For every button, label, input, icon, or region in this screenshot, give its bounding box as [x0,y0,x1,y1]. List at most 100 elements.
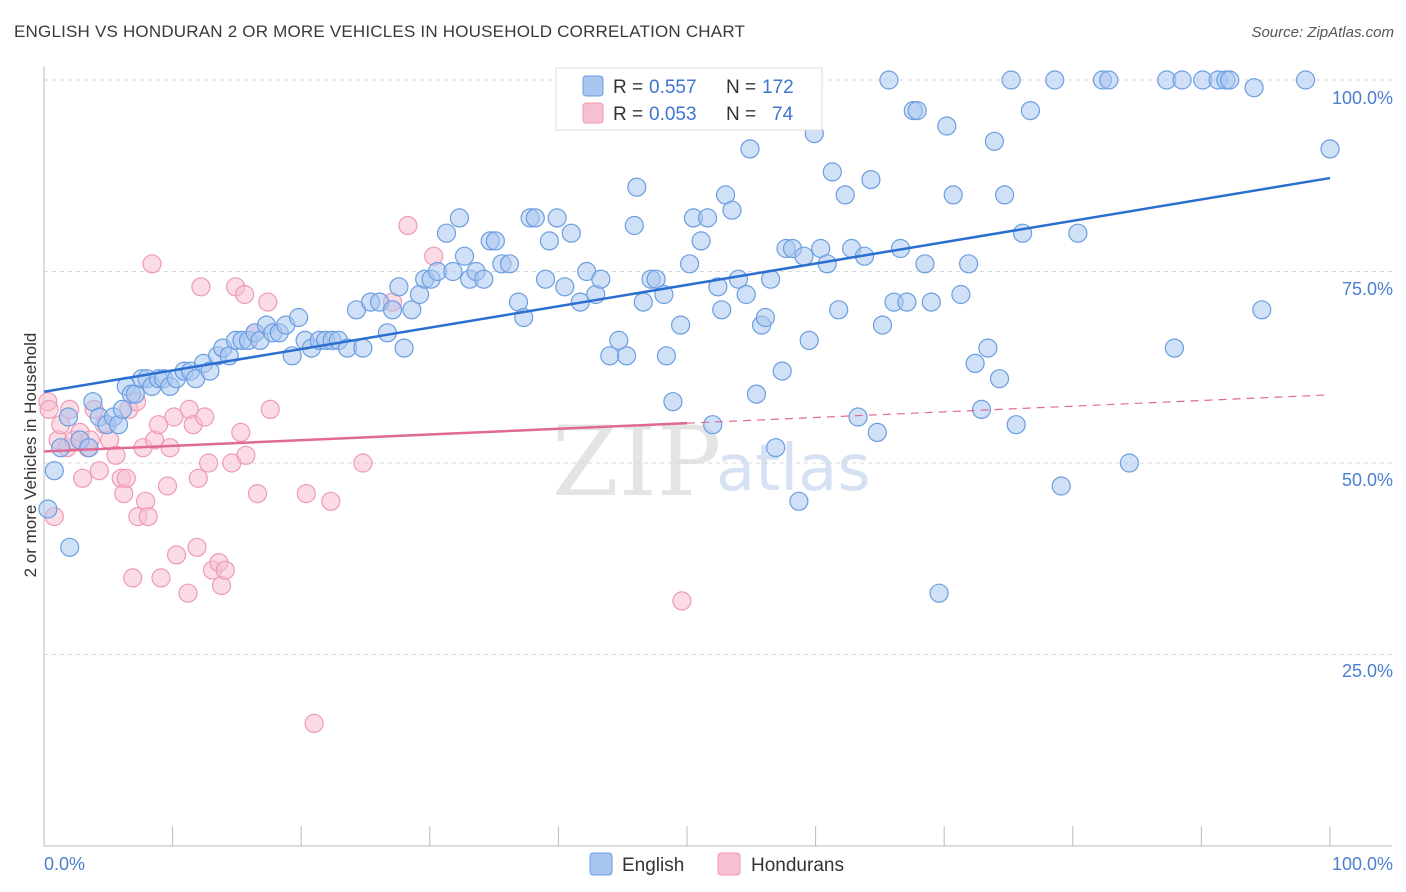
honduran-trend-line [43,421,688,453]
english-point [616,346,637,366]
english-point [835,185,855,205]
honduran-point [236,445,256,465]
english-point [38,499,58,519]
y-tick-label-25: 25.0% [1342,661,1393,681]
honduran-point [166,545,187,565]
honduran-point [191,277,211,297]
english-point [829,300,849,320]
honduran-point [123,568,143,588]
english-point [736,284,756,305]
honduran-point [116,468,136,488]
english-point [1020,100,1041,121]
honduran-n-label: N = [726,104,756,125]
english-point [1220,70,1240,90]
english-point [965,353,985,373]
english-point [60,537,80,557]
english-n-value: 172 [762,77,794,98]
english-point [861,170,881,190]
honduran-point [672,591,692,611]
english-point [1099,70,1119,90]
english-point [907,100,927,121]
english-swatch [582,75,604,97]
honduran-point [247,484,268,504]
honduran-point [142,254,162,274]
english-point [627,177,647,197]
honduran-point [138,506,158,527]
english-point [289,307,309,328]
english-point [691,231,711,251]
english-point [646,269,666,289]
english-point [746,384,767,404]
honduran-r-value: 0.053 [649,104,697,125]
english-point [772,361,792,381]
english-point [1051,476,1071,496]
series-english-points [38,70,1340,603]
english-point [58,407,79,427]
english-point [382,300,403,320]
english-point [989,369,1010,389]
english-point [663,392,683,412]
english-point [499,254,520,274]
english-point [1006,415,1026,435]
honduran-point [39,399,59,419]
source-label: Source: ZipAtlas.com [1251,24,1394,41]
english-point [879,70,899,90]
legend-hondurans-swatch [717,852,741,876]
english-point [547,208,567,228]
english-point [1045,70,1065,90]
english-point [1068,223,1088,243]
honduran-point [178,583,198,603]
legend-hondurans-label: Hondurans [751,855,844,876]
english-r-label: R = [613,77,643,98]
english-point [389,277,409,297]
legend-english-swatch [589,852,613,876]
english-point [436,223,457,243]
honduran-point [160,438,180,458]
honduran-point [304,713,324,734]
honduran-point [188,468,208,488]
y-tick-label-75: 75.0% [1342,279,1393,299]
y-tick-label-100: 100.0% [1332,88,1393,108]
english-point [794,246,814,266]
english-point [872,315,893,335]
english-point [454,246,475,266]
english-point [915,254,935,274]
english-point [1119,453,1140,473]
honduran-point [321,491,341,511]
english-point [609,330,629,350]
honduran-trend-extension [686,394,1331,424]
watermark-zip: ZIP [552,406,721,518]
honduran-point [215,560,235,580]
honduran-point [157,476,178,496]
english-point [449,208,469,228]
english-point [1164,338,1185,358]
honduran-point [353,453,373,473]
english-r-value: 0.557 [649,77,697,98]
english-point [679,254,700,274]
english-point [703,415,723,435]
english-point [712,300,732,320]
english-point [539,231,560,251]
english-point [799,330,819,350]
english-point [943,185,963,205]
english-point [485,231,505,251]
english-point [740,139,760,159]
honduran-point [151,568,171,588]
english-point [624,215,644,236]
honduran-point [195,407,215,427]
english-point [561,223,581,243]
english-point [1295,70,1316,90]
english-point [848,407,868,427]
english-point [984,131,1005,151]
english-point [656,346,677,366]
honduran-point [398,215,418,236]
english-point [867,422,887,442]
english-point [1252,300,1272,320]
english-point [394,338,414,358]
english-point [1244,78,1264,98]
trend-lines [43,176,1331,453]
english-point [535,269,556,289]
x-tick-label-0: 0.0% [44,854,85,874]
english-point [112,399,133,419]
english-point [789,491,809,511]
